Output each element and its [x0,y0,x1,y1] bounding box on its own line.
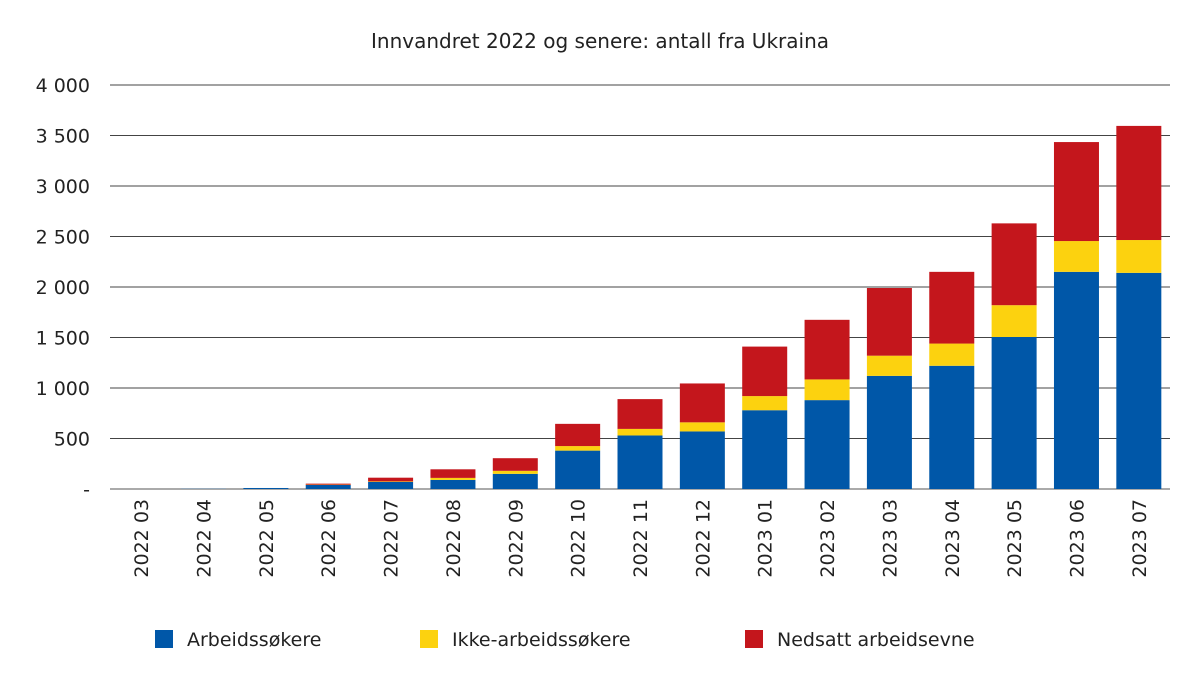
bar-segment-1 [555,446,600,451]
bar-segment-2 [1116,126,1161,240]
legend-swatch [420,630,438,648]
bar-segment-1 [493,471,538,474]
legend-label: Ikke-arbeidssøkere [452,629,631,651]
y-tick-label: 4 000 [36,75,90,97]
bar-segment-2 [555,424,600,446]
bar-segment-0 [805,400,850,489]
bar-segment-2 [618,399,663,429]
y-tick-label: 1 000 [36,378,90,400]
bar-segment-0 [742,410,787,489]
bar-segment-2 [742,347,787,396]
bar-segment-2 [1054,142,1099,241]
bar-segment-2 [805,320,850,380]
bar-segment-0 [1116,273,1161,489]
x-tick-label: 2023 04 [942,499,964,578]
bar-segment-1 [368,481,413,482]
bar-segment-1 [742,396,787,410]
bar-segment-0 [992,337,1037,489]
bar-segment-0 [867,376,912,489]
x-tick-label: 2022 03 [131,499,153,578]
x-axis-tick-labels: 2022 03 2022 04 2022 05 2022 06 2022 07 2022 … [131,499,1151,578]
x-tick-label: 2022 11 [630,499,652,578]
bars [181,126,1161,489]
y-tick-label: 2 000 [36,277,90,299]
x-tick-label: 2022 12 [692,499,714,578]
x-tick-label: 2022 10 [568,499,590,578]
y-tick-label: 500 [54,429,90,451]
bar-segment-1 [680,422,725,431]
legend-swatch [745,630,763,648]
chart-title: Innvandret 2022 og senere: antall fra Uk… [371,29,829,53]
bar-segment-0 [368,482,413,489]
legend: Arbeidssøkere Ikke-arbeidssøkere Nedsatt a… [155,629,975,651]
bar-segment-2 [368,478,413,482]
x-tick-label: 2023 07 [1129,499,1151,578]
bar-segment-1 [430,478,475,480]
bar-segment-2 [929,272,974,344]
legend-item: Nedsatt arbeidsevne [745,629,975,651]
bar-segment-0 [680,431,725,489]
x-tick-label: 2023 06 [1066,499,1088,578]
bar-segment-0 [493,474,538,489]
x-tick-label: 2023 01 [755,499,777,578]
bar-segment-0 [243,488,288,489]
x-tick-label: 2022 07 [381,499,403,578]
legend-label: Arbeidssøkere [187,629,321,651]
bar-segment-2 [430,469,475,478]
y-tick-label: 2 500 [36,227,90,249]
y-tick-label: 3 000 [36,176,90,198]
bar-segment-1 [929,344,974,366]
x-tick-label: 2022 08 [443,499,465,578]
x-tick-label: 2022 06 [318,499,340,578]
x-tick-label: 2022 09 [505,499,527,578]
x-tick-label: 2023 05 [1004,499,1026,578]
y-tick-label: 1 500 [36,328,90,350]
bar-segment-1 [1116,240,1161,273]
bar-segment-2 [306,484,351,485]
y-tick-label: - [83,479,90,501]
y-tick-label: 3 500 [36,126,90,148]
bar-segment-1 [992,305,1037,337]
bar-segment-0 [1054,272,1099,489]
bar-segment-0 [929,366,974,489]
bar-segment-0 [430,480,475,489]
legend-label: Nedsatt arbeidsevne [777,629,975,651]
x-tick-label: 2023 03 [879,499,901,578]
bar-segment-0 [618,435,663,489]
bar-segment-0 [306,485,351,489]
bar-segment-1 [867,356,912,376]
y-axis-tick-labels: - 500 1 000 1 500 2 000 2 500 3 000 3 500 4 000 [36,75,90,501]
bar-segment-1 [1054,241,1099,272]
legend-item: Arbeidssøkere [155,629,321,651]
bar-segment-2 [493,458,538,471]
x-tick-label: 2023 02 [817,499,839,578]
x-tick-label: 2022 04 [194,499,216,578]
x-tick-label: 2022 05 [256,499,278,578]
legend-swatch [155,630,173,648]
bar-segment-1 [805,379,850,400]
bar-segment-2 [867,288,912,356]
bar-segment-0 [555,451,600,489]
bar-segment-1 [618,429,663,436]
bar-segment-2 [992,223,1037,305]
legend-item: Ikke-arbeidssøkere [420,629,631,651]
bar-segment-2 [680,383,725,422]
